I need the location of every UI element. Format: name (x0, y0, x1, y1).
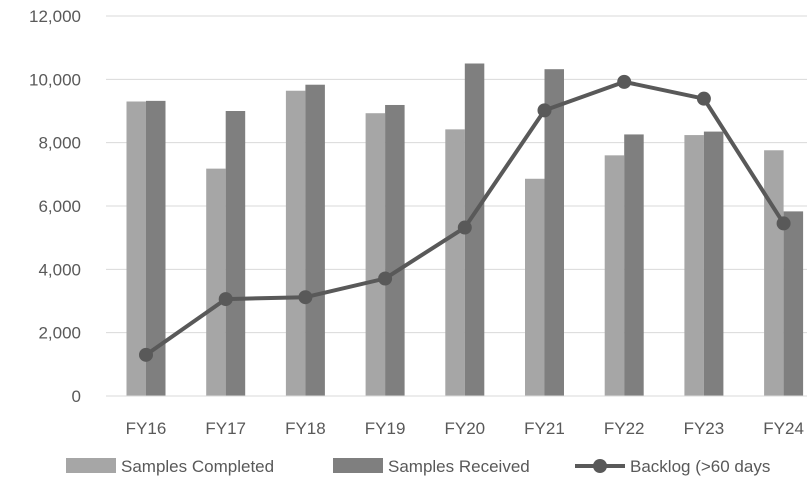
bar-samples-completed (206, 168, 226, 396)
legend: Samples Completed Samples Received Backl… (66, 457, 770, 476)
legend-label-received: Samples Received (388, 457, 530, 476)
bar-samples-received (305, 84, 325, 396)
y-tick-label: 4,000 (38, 260, 81, 279)
x-tick-label: FY20 (444, 419, 485, 438)
legend-label-completed: Samples Completed (121, 457, 274, 476)
bar-samples-completed (285, 90, 306, 396)
bar-samples-received (146, 100, 166, 396)
x-tick-label: FY18 (285, 419, 326, 438)
bar-samples-received (385, 104, 405, 396)
backlog-point (378, 271, 393, 286)
x-tick-label: FY21 (524, 419, 565, 438)
bar-samples-received (783, 211, 804, 396)
legend-marker-backlog (593, 459, 607, 473)
x-tick-label: FY22 (604, 419, 645, 438)
bar-samples-completed (525, 178, 545, 396)
y-tick-label: 12,000 (29, 7, 81, 26)
y-tick-label: 8,000 (38, 134, 81, 153)
backlog-point (537, 103, 552, 118)
legend-label-backlog: Backlog (>60 days (630, 457, 770, 476)
x-tick-label: FY16 (126, 419, 167, 438)
x-tick-label: FY17 (205, 419, 246, 438)
bar-samples-received (703, 131, 724, 397)
bar-samples-received (624, 134, 644, 396)
y-tick-label: 6,000 (38, 197, 81, 216)
bar-samples-completed (684, 135, 704, 397)
backlog-point (617, 74, 632, 89)
backlog-point (696, 91, 711, 106)
bar-samples-received (544, 69, 564, 396)
y-tick-label: 2,000 (38, 324, 81, 343)
backlog-point (776, 216, 791, 231)
x-tick-label: FY24 (763, 419, 804, 438)
backlog-line-series (139, 74, 791, 362)
bar-samples-received (225, 111, 246, 396)
backlog-point (457, 220, 472, 235)
backlog-point (218, 292, 233, 307)
bar-samples-completed (445, 129, 465, 396)
legend-swatch-received (333, 458, 383, 473)
bar-samples-completed (365, 113, 386, 396)
x-tick-label: FY19 (365, 419, 406, 438)
bars (126, 63, 804, 397)
legend-swatch-completed (66, 458, 116, 473)
x-tick-label: FY23 (684, 419, 725, 438)
backlog-point (298, 290, 313, 305)
y-tick-label: 10,000 (29, 70, 81, 89)
y-axis-tick-labels: 0 2,000 4,000 6,000 8,000 10,000 12,000 (29, 7, 81, 406)
bar-samples-received (464, 63, 485, 396)
x-axis-tick-labels: FY16 FY17 FY18 FY19 FY20 FY21 FY22 FY23 FY24 (126, 419, 804, 438)
bar-samples-completed (126, 101, 146, 396)
backlog-point (139, 347, 153, 362)
bar-samples-completed (604, 155, 625, 396)
y-tick-label: 0 (72, 387, 81, 406)
bar-samples-completed (764, 150, 784, 396)
